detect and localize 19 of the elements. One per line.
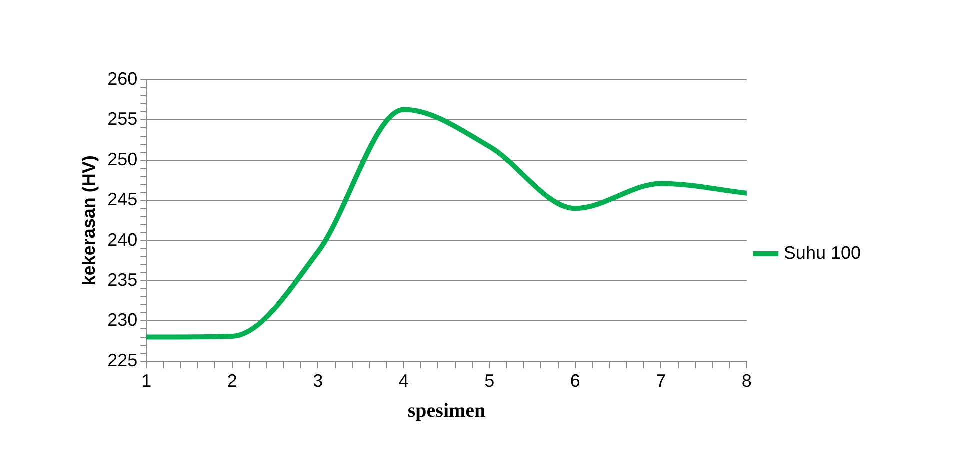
x-tick-label: 3 bbox=[313, 371, 324, 392]
x-tick-label: 1 bbox=[142, 371, 152, 392]
x-tick-label: 4 bbox=[398, 371, 409, 392]
y-tick-label: 250 bbox=[108, 149, 138, 170]
x-tick-label: 5 bbox=[484, 371, 495, 392]
x-tick-label: 2 bbox=[227, 371, 238, 392]
y-tick-label: 245 bbox=[108, 190, 138, 210]
y-tick-label: 240 bbox=[108, 230, 138, 250]
y-tick-label: 235 bbox=[108, 270, 138, 290]
y-tick-label: 255 bbox=[108, 109, 138, 130]
y-axis-title: kekerasan (HV) bbox=[78, 156, 99, 286]
x-axis-title: spesimen bbox=[408, 400, 486, 422]
x-tick-label: 8 bbox=[742, 371, 752, 392]
x-tick-label: 7 bbox=[656, 371, 666, 392]
x-tick-label: 6 bbox=[570, 371, 580, 392]
y-tick-label: 230 bbox=[108, 310, 138, 330]
y-tick-label: 225 bbox=[108, 350, 138, 370]
legend-label: Suhu 100 bbox=[784, 242, 862, 263]
y-tick-label: 260 bbox=[108, 68, 138, 89]
